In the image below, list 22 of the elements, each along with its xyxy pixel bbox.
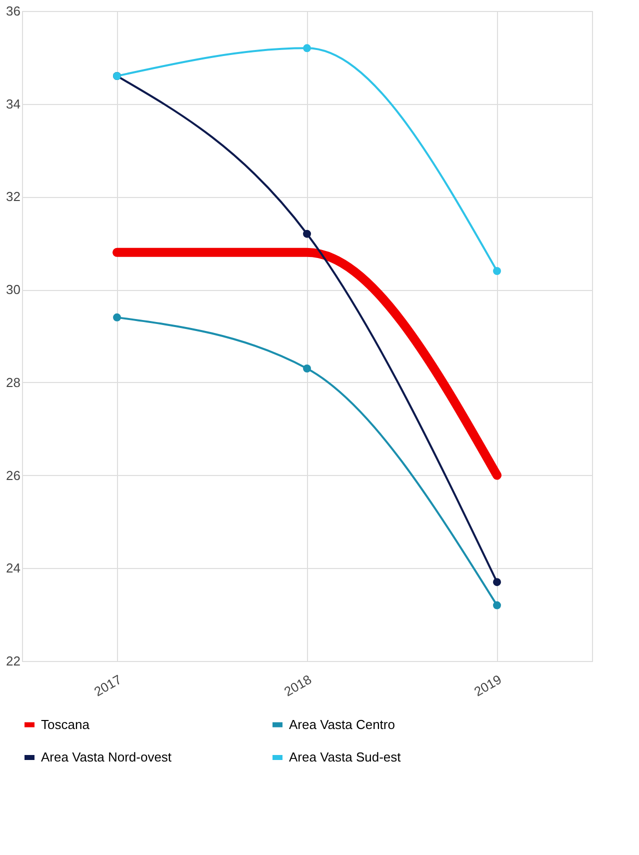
y-tick-label: 24 — [6, 560, 20, 576]
point — [493, 578, 501, 586]
point — [493, 267, 501, 275]
y-tick-label: 28 — [6, 374, 20, 390]
legend-label: Toscana — [41, 716, 90, 732]
y-tick-label: 30 — [6, 282, 20, 298]
x-tick-label: 2019 — [471, 672, 504, 700]
point — [303, 44, 311, 52]
y-tick-label: 26 — [6, 468, 20, 483]
point — [493, 601, 501, 610]
point — [113, 313, 121, 322]
y-tick-label: 22 — [6, 654, 20, 668]
y-tick-label: 34 — [6, 96, 20, 112]
y-tick-label: 32 — [6, 189, 20, 204]
legend-label: Area Vasta Sud-est — [289, 750, 402, 764]
x-tick-label: 2017 — [91, 672, 124, 700]
legend-label: Area Vasta Nord-ovest — [41, 750, 172, 764]
legend-label: Area Vasta Centro — [289, 716, 395, 732]
y-tick-label: 36 — [6, 4, 20, 18]
x-tick-label: 2018 — [281, 672, 314, 700]
point — [303, 364, 311, 372]
point — [303, 230, 311, 238]
